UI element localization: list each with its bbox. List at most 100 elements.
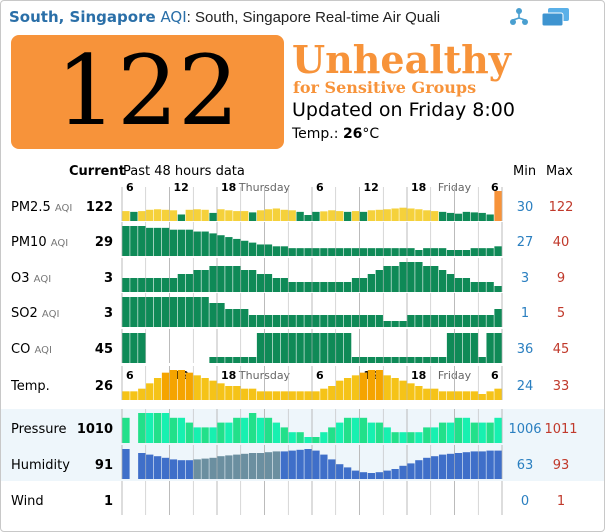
bar-humidity [343, 467, 352, 479]
row-current-value: 122 [85, 200, 113, 215]
bar-o3 [169, 278, 178, 292]
row-wind[interactable]: Wind 1 0 1 [1, 481, 604, 517]
bar-humidity [320, 454, 328, 479]
row-label: Pressure [11, 422, 67, 437]
time-tick-label: 6 [491, 369, 499, 382]
bar-humidity [169, 459, 178, 479]
bar-co [351, 357, 360, 363]
bar-pm25 [272, 208, 281, 221]
bar-co [486, 333, 494, 363]
bar-pressure [367, 422, 376, 443]
bar-pressure [328, 427, 336, 443]
bar-temp [399, 380, 407, 400]
row-name: Wind [11, 494, 44, 509]
bar-pm25 [248, 212, 257, 221]
bar-pm25 [423, 210, 431, 221]
current-header: Current [69, 164, 125, 179]
row-pm10[interactable]: PM10 AQI 29 27 40 [1, 222, 604, 258]
bar-temp [304, 391, 312, 400]
bar-pm10 [122, 226, 130, 256]
row-label: Temp. [11, 379, 50, 394]
bar-humidity [312, 450, 320, 479]
bar-temp [431, 388, 439, 400]
bar-humidity [264, 452, 273, 479]
bar-temp [391, 378, 399, 400]
time-tick-label: 12 [174, 181, 189, 194]
bar-humidity [256, 453, 265, 479]
bar-so2 [367, 315, 376, 327]
row-label: O3 AQI [11, 271, 51, 286]
bar-pm25 [454, 213, 463, 221]
row-co[interactable]: CO AQI 45 36 45 [1, 329, 604, 365]
bar-pm25 [122, 211, 130, 221]
bar-humidity [209, 457, 217, 479]
bar-so2 [470, 315, 478, 327]
bar-so2 [264, 315, 273, 327]
city-link[interactable]: South, Singapore [9, 8, 156, 26]
row-pm25[interactable]: PM2.5 AQI 122 30 122 [1, 187, 604, 223]
bar-humidity [288, 450, 296, 479]
bar-co [296, 333, 304, 363]
aqi-link[interactable]: AQI [160, 8, 187, 26]
bar-o3 [130, 278, 138, 292]
row-unit: AQI [34, 345, 52, 356]
bar-humidity [431, 456, 439, 479]
bar-pressure [209, 427, 217, 443]
bar-humidity [146, 454, 154, 479]
bar-pm25 [351, 211, 360, 221]
bar-pressure [185, 422, 193, 443]
row-max-value: 45 [552, 342, 570, 357]
bar-humidity [225, 455, 233, 479]
bar-so2 [201, 297, 209, 327]
bar-co [225, 357, 233, 363]
bar-pressure [383, 427, 391, 443]
bar-pressure [478, 422, 486, 443]
bar-humidity [446, 453, 455, 479]
row-min-value: 27 [516, 235, 534, 250]
bar-humidity [462, 452, 471, 479]
bar-o3 [256, 274, 265, 292]
row-o3[interactable]: O3 AQI 3 3 9 [1, 258, 604, 294]
time-tick-label: 12 [364, 181, 379, 194]
bar-co [272, 333, 281, 363]
bar-pm25 [470, 212, 478, 221]
bar-humidity [407, 463, 415, 479]
bar-o3 [233, 266, 241, 292]
bar-pm25 [217, 209, 225, 221]
bar-co [130, 333, 138, 363]
bar-pm10 [225, 237, 233, 256]
bar-co [454, 333, 463, 363]
bar-co [209, 357, 217, 363]
bar-o3 [201, 270, 209, 292]
bar-temp [462, 391, 471, 400]
bar-humidity [423, 457, 431, 479]
bar-pm10 [130, 226, 138, 256]
bar-co [280, 333, 288, 363]
bar-o3 [320, 282, 328, 292]
bar-pm25 [328, 210, 336, 221]
bar-pm25 [185, 209, 193, 221]
bar-so2 [130, 297, 138, 327]
bar-o3 [486, 282, 494, 292]
bar-pressure [272, 422, 281, 443]
bar-temp [280, 391, 288, 400]
bar-o3 [264, 274, 273, 292]
share-icon[interactable] [508, 7, 530, 27]
bar-humidity [201, 458, 209, 479]
temperature-value: 26 [342, 126, 363, 142]
bar-temp [241, 388, 249, 400]
row-temp[interactable]: Temp. 26 24 33 [1, 366, 604, 402]
bar-so2 [280, 315, 288, 327]
row-label: SO2 AQI [11, 306, 59, 321]
temperature-unit: °C [362, 126, 380, 142]
row-so2[interactable]: SO2 AQI 3 1 5 [1, 293, 604, 329]
bar-pressure [438, 422, 447, 443]
bar-temp [225, 386, 233, 400]
bar-pm10 [209, 233, 217, 256]
bar-temp [415, 386, 423, 400]
windows-icon[interactable] [541, 7, 571, 27]
bar-temp [201, 378, 209, 400]
bar-so2 [138, 297, 146, 327]
bar-co [415, 357, 423, 363]
